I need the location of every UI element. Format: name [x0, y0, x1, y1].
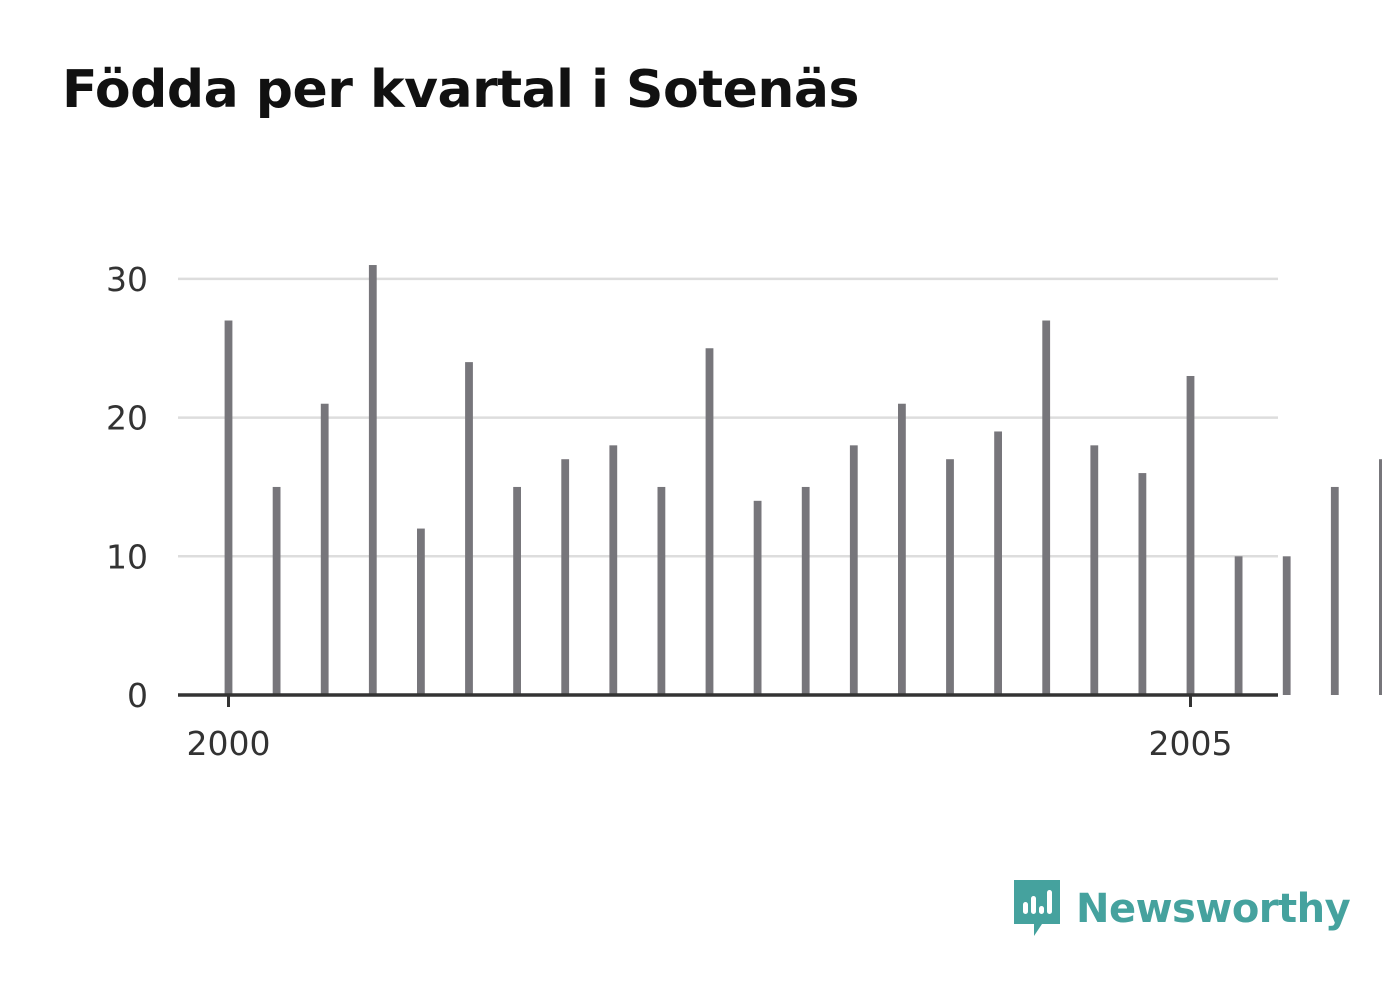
bar-2001-q1: [417, 528, 425, 695]
newsworthy-brand[interactable]: Newsworthy: [1010, 878, 1351, 940]
bar-2000-q2: [272, 486, 281, 695]
bar-2000-q3: [320, 403, 329, 695]
bar-2004-q1: [994, 431, 1002, 695]
bar-2003-q3: [898, 403, 906, 695]
bar-2003-q4: [946, 459, 954, 695]
bar-2005-q4: [1330, 486, 1339, 695]
x-tick-label-2000: 2000: [187, 724, 271, 763]
axes: [178, 693, 1278, 707]
bar-2005-q2: [1234, 556, 1243, 695]
labels: 010203017200020052010201520202025: [106, 260, 1233, 763]
gridlines: [178, 277, 1278, 558]
bar-2002-q4: [753, 500, 762, 695]
y-tick-label-30: 30: [106, 260, 148, 299]
bar-2002-q1: [609, 445, 618, 695]
y-tick-label-0: 0: [127, 676, 148, 715]
chart-title: Födda per kvartal i Sotenäs: [62, 60, 859, 120]
x-tick-label-2005: 2005: [1149, 724, 1233, 763]
y-tick-label-10: 10: [106, 537, 148, 576]
brand-name: Newsworthy: [1076, 886, 1351, 932]
bar-2000-q4: [368, 265, 377, 695]
bar-2003-q1: [801, 486, 810, 695]
y-tick-label-20: 20: [106, 399, 148, 438]
bar-2000-q1: [224, 320, 233, 695]
bar-2005-q1: [1186, 375, 1195, 695]
bar-2001-q3: [513, 486, 521, 695]
bar-2006-q1: [1379, 459, 1382, 695]
bar-2004-q2: [1042, 320, 1051, 695]
bar-2003-q2: [849, 445, 858, 695]
bar-2005-q3: [1282, 556, 1291, 695]
bar-2001-q4: [561, 459, 570, 695]
bar-2004-q3: [1090, 445, 1099, 695]
bars: [224, 265, 1382, 695]
bar-2002-q2: [657, 486, 666, 695]
newsworthy-logo-icon: [1014, 880, 1060, 936]
bar-2004-q4: [1138, 473, 1147, 695]
bar-2001-q2: [465, 362, 473, 695]
bar-2002-q3: [705, 348, 714, 695]
